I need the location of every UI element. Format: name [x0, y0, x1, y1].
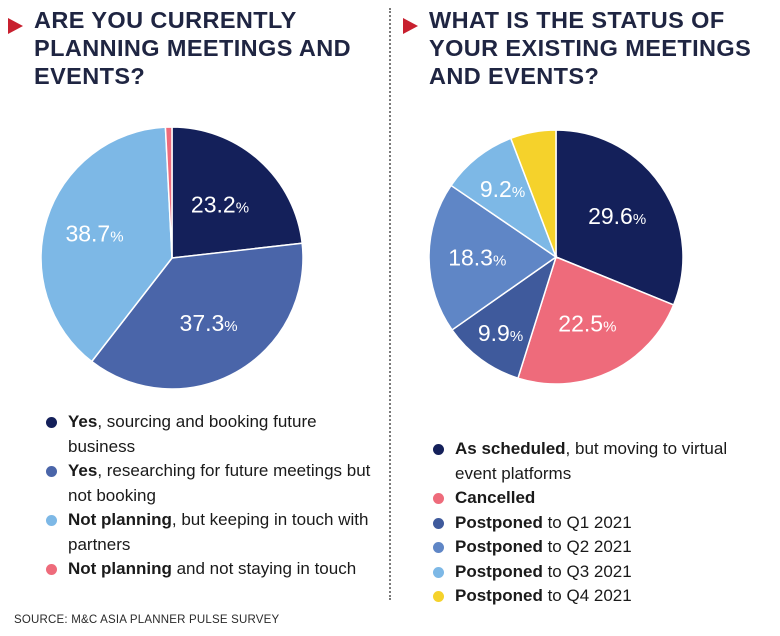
- pie-slice: [171, 126, 303, 259]
- legend-dot-icon: [433, 493, 444, 504]
- pie-slice: [555, 129, 684, 306]
- legend-item: Postponed to Q2 2021: [433, 535, 773, 560]
- legend-item: Postponed to Q4 2021: [433, 584, 773, 609]
- legend-item: Yes, researching for future meetings but…: [46, 459, 381, 508]
- legend-dot-icon: [46, 466, 57, 477]
- chart-title: WHAT IS THE STATUS OF YOUR EXISTING MEET…: [429, 7, 752, 89]
- legend-label-bold: Postponed: [455, 537, 543, 556]
- pie-slice: [509, 129, 557, 258]
- slice-value-label: 23.2%: [191, 191, 249, 217]
- pie-slice: [164, 126, 173, 259]
- chart-panel-status: WHAT IS THE STATUS OF YOUR EXISTING MEET…: [395, 0, 780, 610]
- legend-label-bold: Not planning: [68, 559, 172, 578]
- pie-slice: [428, 184, 558, 331]
- legend-label-text: , but keeping in touch with partners: [68, 510, 369, 554]
- pie-slice: [450, 137, 558, 259]
- pie-slice: [90, 242, 304, 390]
- slice-value-label: 9.2%: [480, 176, 525, 202]
- legend-label-text: and not staying in touch: [171, 559, 357, 578]
- chart-title: ARE YOU CURRENTLY PLANNING MEETINGS AND …: [34, 7, 351, 89]
- legend-dot-icon: [433, 591, 444, 602]
- legend-dot-icon: [46, 417, 57, 428]
- dotted-divider: [389, 8, 391, 600]
- legend-label-text: , but moving to virtual event platforms: [455, 439, 728, 483]
- slice-value-label: 18.3%: [448, 245, 506, 271]
- slice-value-label: 22.5%: [558, 311, 616, 337]
- legend-label-bold: Postponed: [455, 586, 543, 605]
- legend-dot-icon: [46, 564, 57, 575]
- legend-label-text: to Q2 2021: [542, 537, 632, 556]
- legend-status: As scheduled, but moving to virtual even…: [433, 437, 773, 609]
- pie-slice: [517, 255, 675, 385]
- legend-dot-icon: [433, 542, 444, 553]
- legend-dot-icon: [433, 566, 444, 578]
- legend-label-bold: Postponed: [455, 512, 543, 532]
- slice-value-label: 9.9%: [478, 320, 523, 346]
- triangle-bullet-icon: [403, 18, 418, 34]
- legend-label-text: to Q3 2021: [542, 561, 632, 581]
- legend-label-text: , researching for future meetings but no…: [68, 461, 371, 505]
- legend-item: Cancelled: [433, 486, 773, 511]
- legend-item: Postponed to Q1 2021: [433, 511, 773, 536]
- legend-label-text: to Q4 2021: [542, 586, 632, 605]
- legend-label-bold: Not planning: [68, 510, 172, 529]
- chart-panel-planning: ARE YOU CURRENTLY PLANNING MEETINGS AND …: [0, 0, 385, 610]
- pie-chart-status: 29.6% 22.5% 9.9% 18.3% 9.2%: [428, 129, 684, 385]
- legend-label-bold: Postponed: [455, 561, 543, 581]
- pie-chart-planning: 23.2% 37.3% 38.7%: [40, 126, 304, 390]
- slice-value-label: 29.6%: [588, 203, 646, 229]
- slice-value-label: 38.7%: [65, 221, 123, 247]
- legend-item: As scheduled, but moving to virtual even…: [433, 437, 773, 486]
- triangle-bullet-icon: [8, 18, 23, 34]
- legend-dot-icon: [433, 444, 444, 455]
- legend-label-bold: Cancelled: [455, 488, 536, 507]
- legend-dot-icon: [46, 515, 57, 526]
- pie-slice: [40, 126, 173, 363]
- pie-slice: [450, 255, 558, 380]
- legend-item: Postponed to Q3 2021: [433, 560, 773, 585]
- legend-label-bold: As scheduled: [455, 439, 566, 458]
- legend-item: Not planning and not staying in touch: [46, 557, 381, 582]
- legend-label-bold: Yes: [68, 412, 98, 431]
- legend-item: Not planning, but keeping in touch with …: [46, 508, 381, 557]
- legend-label-bold: Yes: [68, 461, 98, 480]
- slice-value-label: 37.3%: [180, 310, 238, 336]
- legend-label-text: , sourcing and booking future business: [68, 412, 317, 456]
- source-note: SOURCE: M&C ASIA PLANNER PULSE SURVEY: [14, 614, 280, 626]
- legend-dot-icon: [433, 517, 444, 529]
- legend-planning: Yes, sourcing and booking future busines…: [46, 410, 381, 582]
- legend-item: Yes, sourcing and booking future busines…: [46, 410, 381, 459]
- legend-label-text: to Q1 2021: [542, 512, 632, 532]
